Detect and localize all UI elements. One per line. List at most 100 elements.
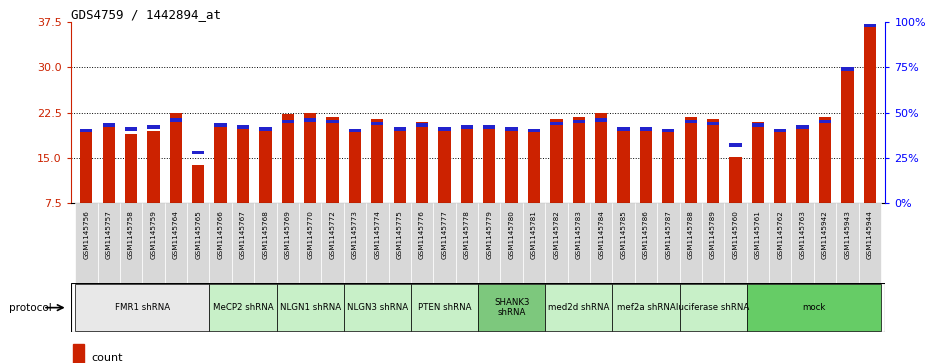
Text: GSM1145776: GSM1145776 — [419, 210, 425, 258]
Bar — [120, 203, 142, 283]
Bar — [147, 125, 159, 129]
Bar — [752, 123, 764, 127]
Bar — [864, 24, 876, 27]
Bar — [327, 117, 339, 203]
Bar — [344, 203, 366, 283]
Bar — [545, 284, 612, 331]
Bar — [215, 125, 227, 203]
Text: count: count — [91, 352, 122, 363]
Text: GSM1145769: GSM1145769 — [284, 210, 291, 258]
Bar — [456, 203, 478, 283]
Text: GSM1145760: GSM1145760 — [733, 210, 739, 258]
Bar — [752, 122, 764, 203]
Bar — [841, 68, 853, 203]
Text: GSM1145765: GSM1145765 — [195, 210, 202, 258]
Bar — [438, 129, 450, 203]
Bar — [550, 122, 562, 125]
Bar — [259, 127, 271, 131]
Bar — [702, 203, 724, 283]
Text: GSM1145766: GSM1145766 — [218, 210, 223, 258]
Text: PTEN shRNA: PTEN shRNA — [417, 303, 471, 312]
Bar — [277, 284, 344, 331]
Text: GSM1145780: GSM1145780 — [509, 210, 514, 258]
Bar — [388, 203, 411, 283]
Bar — [617, 127, 629, 131]
Bar — [349, 132, 361, 203]
Text: GSM1145788: GSM1145788 — [688, 210, 693, 258]
Bar — [679, 203, 702, 283]
Text: GSM1145764: GSM1145764 — [173, 210, 179, 258]
Text: GSM1145779: GSM1145779 — [486, 210, 493, 258]
Bar — [774, 129, 787, 132]
Bar — [416, 122, 429, 203]
Bar — [506, 127, 518, 131]
Text: GSM1145759: GSM1145759 — [151, 210, 156, 258]
Text: GSM1145775: GSM1145775 — [397, 210, 403, 258]
Bar — [75, 203, 98, 283]
Bar — [658, 203, 679, 283]
Text: GSM1145777: GSM1145777 — [442, 210, 447, 258]
Bar — [545, 203, 568, 283]
Text: GSM1145781: GSM1145781 — [531, 210, 537, 258]
Text: GSM1145756: GSM1145756 — [83, 210, 89, 258]
Bar — [209, 203, 232, 283]
Bar — [349, 129, 361, 132]
Bar — [394, 131, 406, 203]
Bar — [411, 203, 433, 283]
Text: GSM1145782: GSM1145782 — [553, 210, 560, 258]
Bar — [612, 284, 679, 331]
Text: GSM1145757: GSM1145757 — [106, 210, 112, 258]
Bar — [724, 203, 747, 283]
Bar — [523, 203, 545, 283]
Text: GSM1145767: GSM1145767 — [240, 210, 246, 258]
Text: luciferase shRNA: luciferase shRNA — [676, 303, 750, 312]
Bar — [797, 125, 809, 129]
Bar — [747, 203, 769, 283]
Bar — [125, 134, 138, 203]
Bar — [791, 203, 814, 283]
Bar — [438, 127, 450, 131]
Text: GSM1145784: GSM1145784 — [598, 210, 604, 258]
Bar — [236, 128, 250, 203]
Bar — [371, 122, 383, 125]
Bar — [411, 284, 478, 331]
Text: GSM1145943: GSM1145943 — [844, 210, 851, 258]
Bar — [478, 203, 500, 283]
Bar — [729, 143, 741, 147]
Text: GDS4759 / 1442894_at: GDS4759 / 1442894_at — [71, 8, 220, 21]
Bar — [595, 118, 608, 122]
Bar — [706, 122, 720, 125]
Bar — [528, 129, 540, 132]
Bar — [461, 125, 473, 129]
Bar — [685, 117, 697, 203]
Bar — [304, 118, 317, 122]
Bar — [550, 119, 562, 203]
Bar — [706, 119, 720, 203]
Bar — [98, 203, 120, 283]
Bar — [590, 203, 612, 283]
Text: GSM1145778: GSM1145778 — [463, 210, 470, 258]
Text: GSM1145762: GSM1145762 — [777, 210, 783, 258]
Bar — [483, 125, 495, 129]
Text: GSM1145789: GSM1145789 — [710, 210, 716, 258]
Bar — [612, 203, 635, 283]
Bar — [371, 119, 383, 203]
Bar — [461, 126, 473, 203]
Text: med2d shRNA: med2d shRNA — [548, 303, 609, 312]
Bar — [814, 203, 836, 283]
Bar — [635, 203, 658, 283]
Text: GSM1145785: GSM1145785 — [621, 210, 626, 258]
Text: GSM1145770: GSM1145770 — [307, 210, 313, 258]
Bar — [819, 120, 831, 123]
Bar — [416, 123, 429, 127]
Bar — [103, 125, 115, 203]
Bar — [282, 120, 294, 123]
Bar — [573, 117, 585, 203]
Bar — [841, 67, 853, 71]
Bar — [568, 203, 590, 283]
Bar — [142, 203, 165, 283]
Bar — [125, 127, 138, 131]
Bar — [254, 203, 277, 283]
Bar — [277, 203, 299, 283]
Bar — [73, 344, 84, 363]
